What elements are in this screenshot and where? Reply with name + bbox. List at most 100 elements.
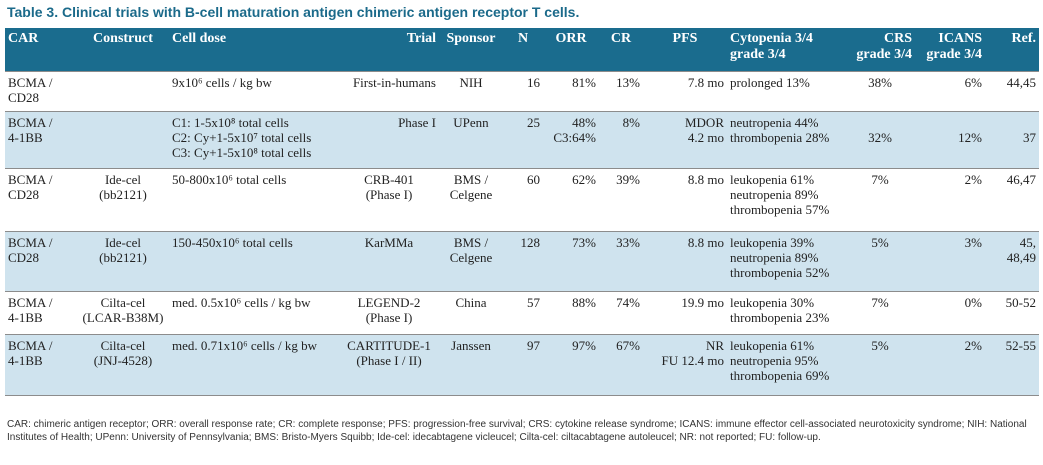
table-row: BCMA / 4-1BB Cilta-cel (JNJ-4528) med. 0… bbox=[5, 334, 1039, 396]
cell-car: BCMA / 4-1BB bbox=[8, 295, 53, 325]
cell-crs: 5% bbox=[845, 231, 915, 292]
cell-cytopenia: leukopenia 39% neutropenia 89% thrombope… bbox=[727, 231, 845, 292]
cell-cr: 13% bbox=[616, 75, 640, 90]
cell-pfs: 7.8 mo bbox=[687, 75, 724, 90]
cell-construct: Cilta-cel (JNJ-4528) bbox=[77, 334, 169, 396]
cell-cytopenia: leukopenia 61% neutropenia 95% thrombope… bbox=[727, 334, 845, 396]
cell-construct: Ide-cel (bb2121) bbox=[77, 231, 169, 292]
header-construct: Construct bbox=[77, 28, 169, 72]
header-crs: CRS grade 3/4 bbox=[845, 28, 915, 72]
cell-ref: 44,45 bbox=[1006, 75, 1036, 90]
cell-crs: 32% bbox=[845, 111, 915, 169]
cell-icans: 3% bbox=[915, 231, 985, 292]
header-icans: ICANS grade 3/4 bbox=[915, 28, 985, 72]
cell-ref: 46,47 bbox=[1006, 172, 1036, 187]
cell-ref: 45, 48,49 bbox=[985, 231, 1039, 292]
cell-orr: 81% bbox=[572, 75, 596, 90]
cell-sponsor: NIH bbox=[459, 75, 483, 90]
cell-crs: 7% bbox=[871, 172, 889, 187]
cell-n: 128 bbox=[503, 231, 543, 292]
cell-dose: C1: 1-5x10⁸ total cells C2: Cy+1-5x10⁷ t… bbox=[169, 111, 339, 169]
cell-sponsor: BMS / Celgene bbox=[439, 231, 503, 292]
table-row: BCMA / CD28 9x10⁶ cells / kg bw First-in… bbox=[5, 71, 1039, 112]
clinical-trials-table: CAR Construct Cell dose Trial Sponsor N … bbox=[5, 28, 1039, 396]
header-n: N bbox=[503, 28, 543, 72]
cell-pfs: MDOR 4.2 mo bbox=[643, 111, 727, 169]
cell-pfs: 8.8 mo bbox=[687, 172, 724, 187]
cell-car: BCMA / CD28 bbox=[8, 75, 53, 105]
cell-pfs: 8.8 mo bbox=[643, 231, 727, 292]
cell-dose: 150-450x10⁶ total cells bbox=[169, 231, 339, 292]
cell-trial: Phase I bbox=[339, 111, 439, 169]
header-cr: CR bbox=[599, 28, 643, 72]
header-cytopenia: Cytopenia 3/4 grade 3/4 bbox=[727, 28, 845, 72]
cell-orr: 48% C3:64% bbox=[543, 111, 599, 169]
header-pfs: PFS bbox=[643, 28, 727, 72]
cell-n: 60 bbox=[527, 172, 540, 187]
cell-orr: 62% bbox=[572, 172, 596, 187]
cell-cytopenia: leukopenia 61% neutropenia 89% thrombope… bbox=[730, 172, 830, 217]
table-caption: Table 3. Clinical trials with B-cell mat… bbox=[7, 4, 579, 20]
header-ref: Ref. bbox=[985, 28, 1039, 72]
table-footnote: CAR: chimeric antigen receptor; ORR: ove… bbox=[7, 419, 1027, 443]
cell-crs: 38% bbox=[868, 75, 892, 90]
cell-trial: LEGEND-2 (Phase I) bbox=[357, 295, 421, 325]
table-caption-label: Table 3. bbox=[7, 4, 59, 20]
cell-car: BCMA / CD28 bbox=[5, 231, 77, 292]
cell-trial: First-in-humans bbox=[352, 75, 436, 90]
cell-pfs: 19.9 mo bbox=[681, 295, 724, 310]
table-row: BCMA / 4-1BB C1: 1-5x10⁸ total cells C2:… bbox=[5, 111, 1039, 169]
header-sponsor: Sponsor bbox=[439, 28, 503, 72]
cell-construct: Ide-cel (bb2121) bbox=[99, 172, 147, 202]
header-trial: Trial bbox=[339, 28, 439, 72]
cell-ref: 52-55 bbox=[985, 334, 1039, 396]
cell-cr: 39% bbox=[616, 172, 640, 187]
cell-icans: 12% bbox=[915, 111, 985, 169]
cell-cytopenia: leukopenia 30% thrombopenia 23% bbox=[730, 295, 830, 325]
cell-car: BCMA / 4-1BB bbox=[5, 111, 77, 169]
cell-crs: 5% bbox=[845, 334, 915, 396]
cell-cr: 67% bbox=[599, 334, 643, 396]
table-header-row: CAR Construct Cell dose Trial Sponsor N … bbox=[5, 28, 1039, 72]
cell-construct: Cilta-cel (LCAR-B38M) bbox=[82, 295, 164, 325]
cell-car: BCMA / CD28 bbox=[8, 172, 53, 202]
cell-car: BCMA / 4-1BB bbox=[5, 334, 77, 396]
cell-n: 16 bbox=[527, 75, 540, 90]
cell-pfs: NR FU 12.4 mo bbox=[643, 334, 727, 396]
cell-orr: 88% bbox=[572, 295, 596, 310]
cell-construct bbox=[77, 111, 169, 169]
cell-trial: CARTITUDE-1 (Phase I / II) bbox=[339, 334, 439, 396]
cell-cytopenia: prolonged 13% bbox=[730, 75, 810, 90]
header-car: CAR bbox=[5, 28, 77, 72]
table-row: BCMA / CD28 Ide-cel (bb2121) 50-800x10⁶ … bbox=[5, 168, 1039, 232]
cell-orr: 73% bbox=[543, 231, 599, 292]
cell-sponsor: China bbox=[455, 295, 487, 310]
cell-icans: 2% bbox=[964, 172, 982, 187]
cell-orr: 97% bbox=[543, 334, 599, 396]
cell-sponsor: Janssen bbox=[439, 334, 503, 396]
cell-ref: 37 bbox=[985, 111, 1039, 169]
table-row: BCMA / CD28 Ide-cel (bb2121) 150-450x10⁶… bbox=[5, 231, 1039, 292]
header-orr: ORR bbox=[543, 28, 599, 72]
cell-sponsor: UPenn bbox=[439, 111, 503, 169]
cell-cr: 33% bbox=[599, 231, 643, 292]
cell-cr: 8% bbox=[599, 111, 643, 169]
cell-dose: 9x10⁶ cells / kg bw bbox=[172, 75, 272, 90]
cell-icans: 6% bbox=[964, 75, 982, 90]
table-row: BCMA / 4-1BB Cilta-cel (LCAR-B38M) med. … bbox=[5, 291, 1039, 335]
cell-trial: KarMMa bbox=[339, 231, 439, 292]
cell-n: 25 bbox=[503, 111, 543, 169]
cell-construct bbox=[77, 72, 169, 112]
cell-icans: 0% bbox=[964, 295, 982, 310]
cell-n: 97 bbox=[503, 334, 543, 396]
cell-cr: 74% bbox=[616, 295, 640, 310]
cell-dose: med. 0.71x10⁶ cells / kg bw bbox=[169, 334, 339, 396]
cell-icans: 2% bbox=[915, 334, 985, 396]
table-caption-text: Clinical trials with B-cell maturation a… bbox=[61, 4, 580, 20]
cell-ref: 50-52 bbox=[1005, 295, 1036, 310]
cell-cytopenia: neutropenia 44% thrombopenia 28% bbox=[727, 111, 845, 169]
cell-trial: CRB-401 (Phase I) bbox=[364, 172, 414, 202]
cell-dose: 50-800x10⁶ total cells bbox=[172, 172, 287, 187]
cell-n: 57 bbox=[527, 295, 540, 310]
